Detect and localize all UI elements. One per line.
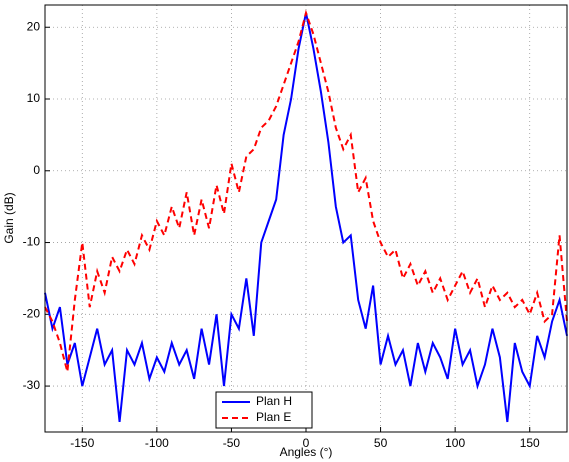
- y-tick-label: 10: [27, 91, 41, 105]
- series-line: [44, 9, 568, 372]
- y-tick-label: -30: [23, 378, 41, 392]
- y-tick-label: 0: [33, 163, 40, 177]
- legend: Plan H Plan E: [215, 391, 313, 429]
- x-axis-label: Angles (°): [280, 445, 333, 459]
- y-tick-label: -10: [23, 235, 41, 249]
- y-tick-label: -20: [23, 306, 41, 320]
- x-tick-label: -50: [223, 436, 241, 450]
- x-tick-label: 0: [303, 436, 310, 450]
- legend-label: Plan E: [256, 410, 291, 424]
- legend-label: Plan H: [256, 394, 292, 408]
- x-tick-label: -150: [70, 436, 94, 450]
- y-axis-label: Gain (dB): [2, 192, 16, 243]
- x-tick-label: 150: [520, 436, 540, 450]
- x-tick-label: -100: [145, 436, 169, 450]
- y-tick-label: 20: [27, 19, 41, 33]
- legend-box: [215, 391, 313, 429]
- x-tick-label: 100: [445, 436, 465, 450]
- plot-frame: [44, 4, 568, 433]
- x-tick-label: 50: [374, 436, 388, 450]
